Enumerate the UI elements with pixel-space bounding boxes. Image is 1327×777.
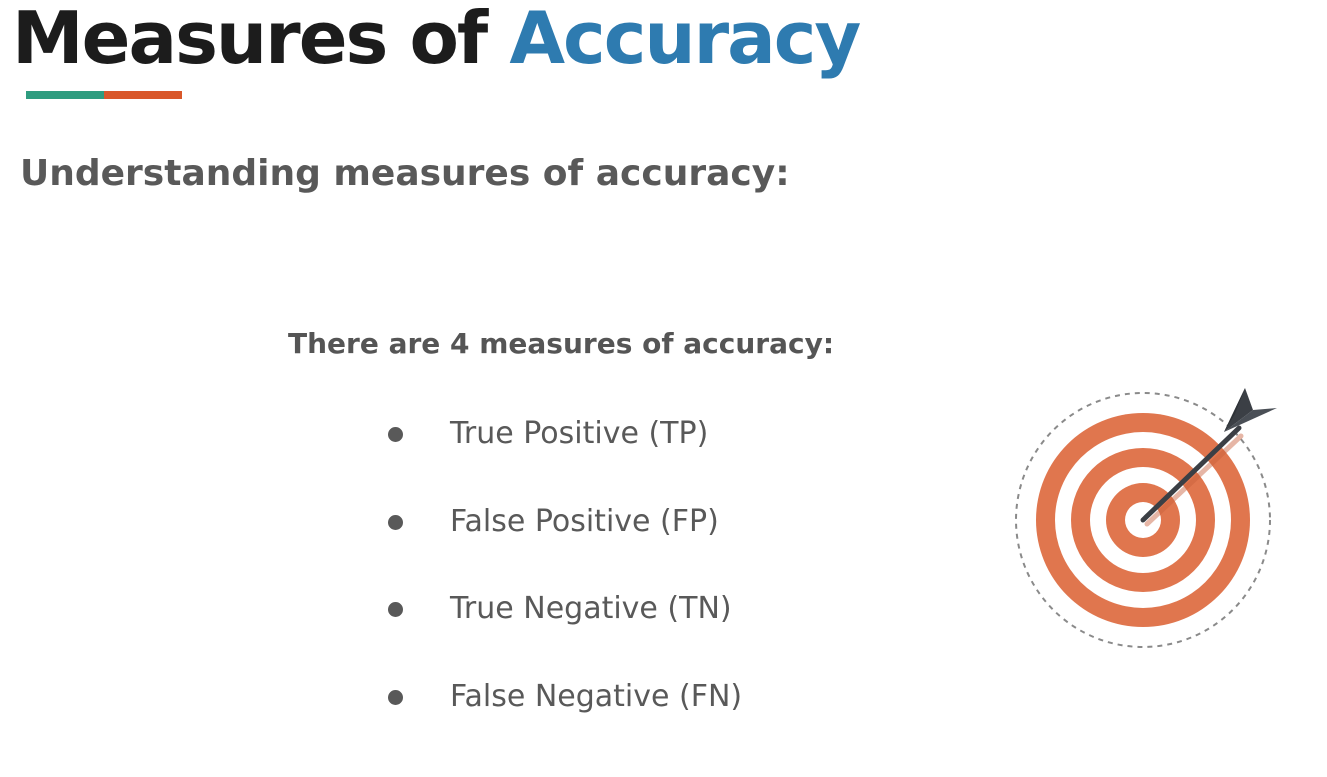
bullet-icon <box>388 427 403 442</box>
slide-title: Measures of Accuracy <box>12 0 861 80</box>
measure-label: True Positive (TP) <box>450 416 709 451</box>
target-with-arrow-icon <box>1005 380 1295 660</box>
title-underline-orange <box>104 91 182 99</box>
bullet-icon <box>388 689 403 705</box>
slide-title-accent: Accuracy <box>509 0 861 80</box>
bullet-icon <box>388 602 403 617</box>
measure-label: False Negative (FN) <box>450 678 743 714</box>
measure-label: False Positive (FP) <box>450 503 719 539</box>
slide-title-main: Measures of <box>12 0 488 80</box>
measure-label: True Negative (TN) <box>450 591 732 626</box>
slide-subtitle: Understanding measures of accuracy: <box>20 153 790 194</box>
title-underline-teal <box>26 91 104 99</box>
intro-text: There are 4 measures of accuracy: <box>288 327 835 360</box>
title-underline <box>26 91 182 99</box>
bullet-icon <box>388 514 403 530</box>
